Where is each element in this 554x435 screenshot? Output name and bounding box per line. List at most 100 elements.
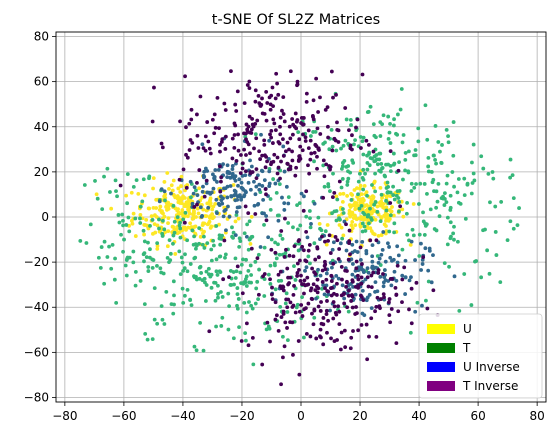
scatter-point — [407, 278, 412, 283]
scatter-point — [340, 199, 345, 204]
scatter-point — [428, 207, 433, 212]
scatter-point — [249, 214, 254, 219]
scatter-point — [216, 201, 221, 206]
scatter-point — [246, 180, 251, 185]
scatter-point — [244, 284, 249, 288]
scatter-point — [333, 310, 338, 315]
scatter-point — [138, 216, 142, 221]
scatter-point — [381, 292, 386, 296]
scatter-point — [195, 133, 200, 138]
scatter-point — [244, 257, 248, 262]
scatter-point — [249, 127, 254, 132]
scatter-point — [248, 263, 253, 268]
scatter-point — [242, 231, 247, 236]
scatter-point — [360, 221, 365, 226]
scatter-point — [297, 137, 302, 142]
scatter-point — [187, 148, 192, 152]
scatter-point — [192, 234, 197, 239]
scatter-point — [410, 227, 415, 232]
scatter-point — [330, 265, 334, 270]
scatter-point — [309, 286, 314, 291]
scatter-point — [275, 171, 280, 176]
scatter-point — [296, 339, 301, 343]
scatter-point — [249, 164, 254, 169]
scatter-point — [470, 181, 475, 185]
scatter-point — [218, 290, 223, 294]
scatter-point — [189, 117, 194, 122]
scatter-point — [125, 201, 130, 206]
scatter-point — [256, 297, 261, 302]
scatter-point — [439, 161, 444, 165]
scatter-point — [141, 177, 146, 182]
scatter-point — [308, 334, 313, 339]
scatter-point — [235, 306, 240, 311]
scatter-point — [346, 293, 351, 298]
scatter-point — [231, 230, 236, 235]
scatter-point — [429, 170, 434, 174]
scatter-point — [379, 252, 384, 257]
scatter-point — [244, 310, 249, 315]
scatter-point — [300, 295, 304, 300]
scatter-point — [411, 233, 416, 238]
scatter-point — [285, 305, 290, 310]
scatter-point — [262, 142, 267, 147]
scatter-point — [262, 245, 267, 250]
scatter-point — [318, 273, 323, 278]
scatter-point — [359, 203, 364, 208]
scatter-point — [352, 142, 356, 147]
scatter-point — [392, 230, 397, 235]
scatter-point — [330, 211, 334, 216]
scatter-point — [159, 210, 164, 215]
scatter-point — [295, 261, 300, 266]
scatter-point — [393, 285, 398, 290]
scatter-point — [301, 122, 306, 127]
scatter-point — [331, 261, 336, 266]
scatter-point — [209, 272, 214, 277]
scatter-point — [341, 191, 346, 196]
scatter-point — [262, 222, 266, 227]
scatter-point — [114, 189, 118, 193]
scatter-point — [349, 335, 354, 340]
scatter-point — [189, 195, 193, 200]
scatter-point — [280, 237, 285, 241]
scatter-point — [329, 336, 333, 341]
scatter-point — [303, 283, 308, 288]
scatter-point — [401, 177, 405, 182]
scatter-point — [171, 279, 176, 284]
scatter-point — [82, 183, 87, 187]
scatter-point — [405, 200, 409, 205]
y-tick-label: −80 — [24, 390, 49, 404]
scatter-point — [394, 278, 399, 283]
scatter-point — [303, 139, 308, 143]
scatter-point — [398, 107, 403, 112]
scatter-point — [219, 324, 224, 328]
scatter-point — [375, 289, 380, 294]
scatter-point — [214, 324, 218, 329]
scatter-point — [175, 215, 180, 220]
scatter-point — [344, 117, 349, 122]
scatter-point — [395, 244, 400, 249]
scatter-point — [257, 187, 262, 192]
scatter-point — [350, 203, 355, 208]
scatter-point — [493, 204, 498, 209]
scatter-point — [216, 295, 220, 300]
scatter-point — [312, 159, 316, 164]
scatter-point — [381, 284, 386, 289]
scatter-point — [348, 117, 353, 122]
scatter-point — [323, 239, 327, 244]
scatter-point — [200, 223, 205, 228]
scatter-point — [171, 178, 176, 183]
scatter-point — [367, 334, 371, 339]
scatter-point — [273, 300, 278, 305]
scatter-point — [379, 297, 383, 301]
scatter-point — [334, 92, 338, 97]
scatter-point — [326, 318, 330, 323]
scatter-point — [271, 117, 276, 122]
scatter-point — [282, 201, 287, 206]
scatter-point — [397, 200, 402, 204]
scatter-point — [236, 297, 241, 301]
scatter-point — [373, 309, 377, 314]
scatter-point — [305, 235, 310, 240]
scatter-point — [382, 295, 386, 300]
scatter-point — [147, 174, 152, 179]
